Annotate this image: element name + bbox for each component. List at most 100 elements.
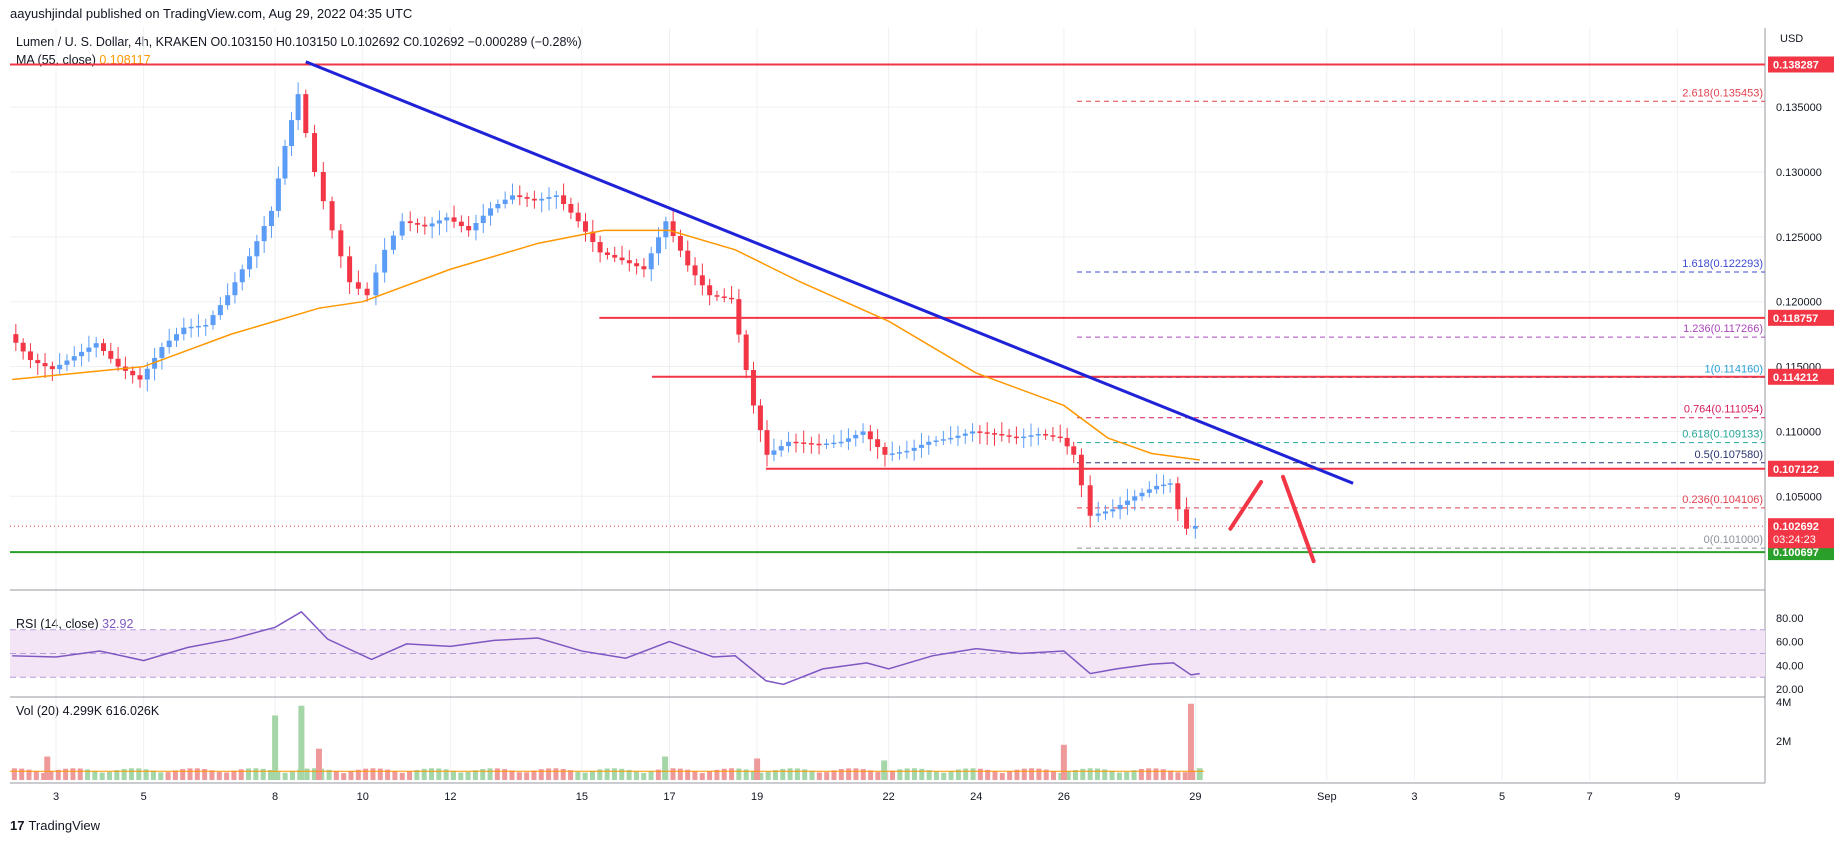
candle-body [764,430,770,455]
volume-bar [407,771,413,780]
volume-bar [150,770,156,780]
x-tick-label: 17 [663,791,675,803]
candle-body [561,195,567,204]
candle-body [1043,434,1049,436]
volume-bar [1043,769,1049,780]
candle-body [275,178,281,211]
price-tag-label: 0.118757 [1773,313,1818,325]
volume-bar [399,772,405,780]
candle-body [303,94,309,134]
candle-body [517,195,523,198]
volume-bar [933,771,939,780]
candle-body [217,305,223,316]
volume-bar [575,771,581,780]
volume-bar-spike [1187,703,1194,780]
candle-body [1175,483,1181,510]
volume-bar [33,771,39,780]
projection-arrow [1228,480,1264,531]
candle-body [268,210,274,227]
volume-bar [1058,772,1064,780]
candle-body [1064,437,1070,447]
x-tick-label: 5 [1499,791,1505,803]
candle-body [663,221,669,238]
horizontal-lines [10,63,1765,554]
candle-body [940,439,946,441]
candle-body [295,94,301,121]
candle-body [1035,434,1041,436]
fib-label: 2.618(0.135453) [1682,87,1763,99]
volume-bar [253,768,259,780]
volume-value-1: 4.299K [62,704,103,718]
volume-bar [1021,768,1027,780]
volume-bar [472,770,478,780]
candle-body [707,285,713,296]
grid-lines [10,28,1765,780]
y-tick-label: 0.125000 [1776,232,1822,244]
volume-bar [831,770,837,780]
volume-tick-label: 2M [1776,736,1791,748]
price-tag-label: 0.107122 [1773,464,1819,476]
volume-bar [114,770,120,780]
candle-body [355,282,361,289]
candle-body [329,201,335,231]
candle-body [247,256,253,270]
rsi-legend[interactable]: RSI (14, close) 32.92 [16,617,133,631]
candle-body [1154,485,1160,490]
volume-bar [465,771,471,780]
tradingview-brand[interactable]: 17 TradingView [10,818,100,833]
volume-bar [648,771,654,780]
candle-body [188,326,194,329]
volume-bar [443,769,449,780]
candle-body [225,295,231,306]
bar-countdown-label: 03:24:23 [1773,534,1816,546]
volume-bar [392,771,398,780]
candle-body [1139,492,1145,497]
candle-body [174,334,180,341]
x-tick-label: 26 [1058,791,1070,803]
candle-body [626,260,632,264]
volume-bar [172,770,178,780]
candle-body [882,446,888,455]
candle-body [495,203,501,209]
x-tick-label: 3 [53,791,59,803]
candle-body [721,296,727,299]
symbol-name[interactable]: Lumen / U. S. Dollar, 4h, KRAKEN [16,35,208,49]
candle-body [656,237,662,254]
candle-body [35,360,41,364]
rsi-tick-label: 80.00 [1776,613,1804,625]
volume-bar [538,769,544,780]
price-tag-label: 0.114212 [1773,372,1818,384]
volume-bar [363,768,369,780]
volume-bar [919,768,925,780]
volume-bar [904,768,910,780]
volume-bar [626,769,632,780]
volume-bar [568,770,574,780]
candle-body [466,226,472,231]
volume-bar [268,770,274,780]
candle-body [289,120,295,147]
volume-bar [860,769,866,780]
volume-bar [370,768,376,780]
volume-bar [429,768,435,780]
x-tick-label: 10 [357,791,369,803]
candle-body [152,357,158,369]
x-tick-label: 24 [970,791,982,803]
volume-bar [1087,768,1093,780]
volume-legend[interactable]: Vol (20) 4.299K 616.026K [16,704,159,718]
candle-body [955,435,961,438]
volume-bar-spike [881,760,888,780]
candle-body [999,434,1005,436]
candle-body [743,334,749,371]
symbol-legend: Lumen / U. S. Dollar, 4h, KRAKEN O0.1031… [16,35,582,49]
candle-body [49,366,55,370]
x-tick-label: 29 [1189,791,1201,803]
candle-body [488,208,494,216]
candle-body [239,269,245,283]
candle-body [926,441,932,445]
volume-bar [458,772,464,780]
volume-bar [333,771,339,780]
candle-body [875,439,881,447]
volume-bar [853,768,859,780]
volume-bar [699,773,705,780]
